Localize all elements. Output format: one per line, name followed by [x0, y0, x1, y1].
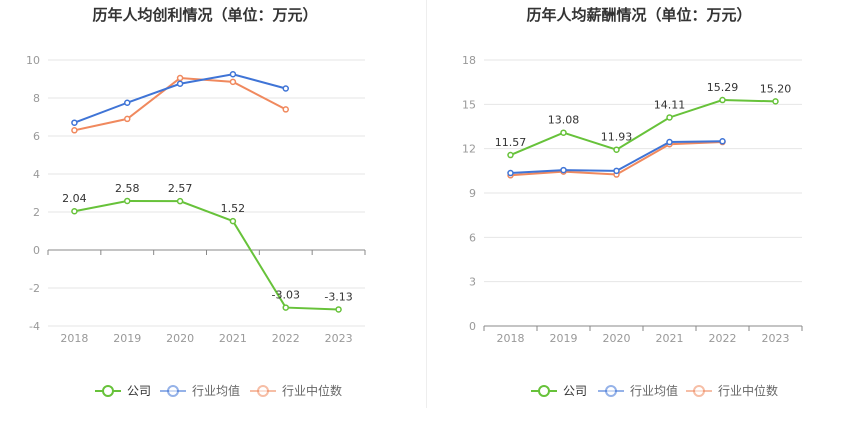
legend-item[interactable]: 行业均值: [160, 383, 240, 398]
data-point: [71, 127, 78, 134]
y-tick-label: 18: [462, 54, 476, 67]
data-label: -3.03: [272, 289, 300, 302]
data-label: 14.11: [654, 98, 686, 111]
legend-marker: [538, 385, 550, 397]
data-point: [282, 85, 289, 92]
x-tick-label: 2022: [272, 332, 300, 345]
legend-marker: [102, 385, 114, 397]
data-point: [666, 114, 673, 121]
chart-title: 历年人均薪酬情况（单位：万元）: [526, 6, 751, 24]
legend-item[interactable]: 公司: [531, 384, 587, 398]
legend-item[interactable]: 公司: [95, 384, 151, 398]
data-point: [560, 129, 567, 136]
y-tick-label: -4: [29, 320, 40, 333]
data-label: 1.52: [221, 202, 246, 215]
legend-label: 行业均值: [192, 383, 240, 398]
data-point: [507, 151, 514, 159]
data-label: 2.04: [62, 192, 87, 205]
data-point: [176, 80, 184, 87]
x-tick-label: 2018: [497, 332, 525, 345]
legend-item[interactable]: 行业中位数: [250, 383, 342, 398]
y-tick-label: 12: [462, 143, 476, 156]
legend-marker: [693, 385, 705, 397]
y-tick-label: 9: [469, 187, 476, 200]
data-point: [282, 304, 289, 311]
data-point: [613, 167, 620, 175]
y-tick-label: -2: [29, 282, 40, 295]
y-tick-label: 8: [33, 92, 40, 105]
data-label: 11.57: [495, 136, 527, 149]
series-line-company: [74, 199, 339, 311]
data-point: [71, 207, 78, 215]
chart-profit-per-capita: 历年人均创利情况（单位：万元） 10 8 6 4 2 0 -2 -4 2018 2019 2020 20…: [26, 6, 366, 398]
legend-label: 公司: [563, 384, 587, 398]
series-line-company: [510, 99, 776, 156]
x-tick-label: 2023: [325, 332, 353, 345]
data-label: 13.08: [548, 114, 580, 127]
data-point: [176, 197, 184, 205]
x-tick-label: 2020: [166, 332, 194, 345]
y-tick-label: 6: [469, 231, 476, 244]
data-point: [229, 71, 237, 78]
data-point: [719, 96, 726, 104]
legend-label: 公司: [127, 384, 151, 398]
chart-salary-per-capita: 历年人均薪酬情况（单位：万元） 18 15 12 9 6 3 0 2018 2019 2020 202…: [462, 6, 803, 398]
x-tick-label: 2023: [762, 332, 790, 345]
data-point: [124, 115, 131, 123]
legend-marker: [257, 385, 269, 397]
data-point: [560, 166, 567, 174]
data-point: [282, 106, 289, 113]
x-tick-label: 2022: [709, 332, 737, 345]
data-point: [719, 138, 726, 145]
x-tick-label: 2019: [113, 332, 141, 345]
data-label: 15.20: [760, 82, 792, 95]
x-tick-label: 2019: [550, 332, 578, 345]
legend-item[interactable]: 行业均值: [598, 383, 678, 398]
data-label: -3.13: [324, 290, 352, 303]
y-tick-label: 3: [469, 276, 476, 289]
x-tick-label: 2021: [219, 332, 247, 345]
y-tick-label: 0: [469, 320, 476, 333]
data-point: [124, 197, 131, 205]
legend-marker: [167, 385, 179, 397]
legend-label: 行业均值: [630, 383, 678, 398]
data-label: 15.29: [707, 81, 739, 94]
data-point: [507, 169, 514, 177]
y-tick-label: 15: [462, 98, 476, 111]
data-point: [229, 217, 237, 225]
data-label: 2.57: [168, 182, 193, 195]
chart-divider: [426, 0, 427, 408]
y-tick-label: 6: [33, 130, 40, 143]
y-tick-label: 10: [26, 54, 40, 67]
data-label: 2.58: [115, 182, 140, 195]
legend-marker: [605, 385, 617, 397]
x-tick-label: 2020: [603, 332, 631, 345]
data-point: [666, 138, 673, 146]
data-point: [772, 98, 779, 105]
legend-label: 行业中位数: [282, 383, 342, 398]
data-point: [71, 119, 78, 126]
data-label: 11.93: [601, 131, 633, 144]
x-tick-label: 2018: [60, 332, 88, 345]
y-tick-label: 4: [33, 168, 40, 181]
data-point: [124, 99, 131, 106]
chart-title: 历年人均创利情况（单位：万元）: [92, 6, 317, 24]
data-point: [229, 78, 237, 86]
y-tick-label: 2: [33, 206, 40, 219]
y-tick-label: 0: [33, 244, 40, 257]
legend-label: 行业中位数: [718, 383, 778, 398]
legend-item[interactable]: 行业中位数: [686, 383, 778, 398]
data-point: [335, 306, 342, 313]
data-point: [613, 146, 620, 153]
data-point: [176, 74, 184, 82]
x-tick-label: 2021: [656, 332, 684, 345]
